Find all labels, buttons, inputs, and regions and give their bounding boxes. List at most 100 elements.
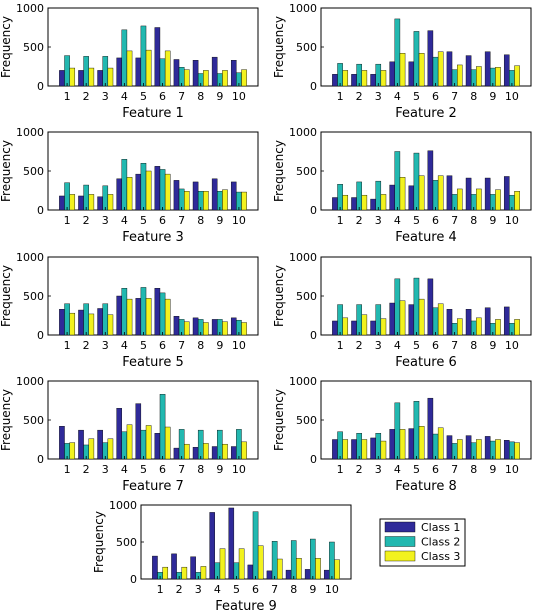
y-axis-label: Frequency	[0, 389, 13, 451]
x-tick-label: 6	[432, 463, 439, 476]
bar-class2-cat4	[394, 151, 401, 211]
bar-class2-cat3	[375, 63, 382, 87]
y-tick-label: 0	[310, 329, 317, 342]
bar-class3-cat1	[342, 439, 349, 460]
bar-class2-cat6	[159, 58, 166, 87]
x-tick-label: 4	[121, 90, 128, 103]
x-axis-label: Feature 4	[395, 230, 457, 245]
bar-class1-cat5	[408, 61, 415, 87]
x-tick-label: 1	[64, 339, 71, 352]
bar-class1-cat9	[211, 178, 218, 211]
x-tick-label: 8	[290, 583, 297, 596]
y-axis-label: Frequency	[272, 265, 286, 327]
x-tick-label: 5	[413, 339, 420, 352]
bar-class2-cat4	[121, 431, 128, 460]
bar-class3-cat1	[342, 70, 349, 87]
bar-class3-cat7	[184, 191, 190, 211]
bar-class3-cat2	[361, 70, 368, 87]
bar-class2-cat7	[271, 541, 278, 580]
bar-class1-cat4	[116, 178, 122, 211]
x-axis-label: Feature 1	[122, 106, 184, 121]
x-tick-label: 3	[375, 214, 382, 227]
bar-class1-cat2	[78, 70, 84, 87]
bar-class3-cat8	[476, 317, 482, 336]
bar-class3-cat5	[145, 170, 152, 211]
bar-class2-cat6	[252, 511, 259, 580]
bar-class2-cat7	[178, 188, 185, 211]
x-tick-label: 5	[140, 90, 147, 103]
bar-class2-cat10	[236, 429, 242, 460]
bar-class2-cat8	[197, 429, 204, 460]
x-tick-label: 10	[232, 214, 246, 227]
bar-class3-cat1	[69, 312, 76, 336]
bar-class1-cat7	[446, 309, 453, 336]
bar-class1-cat9	[304, 569, 311, 580]
bar-class2-cat4	[394, 18, 401, 87]
x-tick-label: 2	[356, 339, 363, 352]
y-tick-label: 0	[37, 204, 44, 217]
bar-class3-cat4	[399, 177, 406, 211]
bar-class2-cat6	[432, 180, 439, 211]
x-tick-label: 9	[216, 90, 223, 103]
bar-class3-cat6	[164, 173, 171, 211]
bar-class2-cat5	[413, 31, 420, 87]
x-tick-label: 1	[337, 339, 344, 352]
x-tick-label: 10	[505, 214, 519, 227]
x-tick-label: 1	[64, 463, 71, 476]
x-tick-label: 7	[178, 214, 185, 227]
x-tick-label: 7	[178, 463, 185, 476]
x-tick-label: 9	[489, 339, 496, 352]
bar-class1-cat3	[370, 320, 376, 336]
bar-class3-cat5	[145, 298, 152, 336]
bar-class1-cat1	[152, 555, 158, 580]
bar-class1-cat8	[192, 317, 199, 336]
x-tick-label: 2	[83, 214, 90, 227]
x-tick-label: 2	[176, 583, 183, 596]
y-tick-label: 0	[310, 80, 317, 93]
y-tick-label: 0	[37, 453, 44, 466]
bar-class3-cat2	[88, 67, 95, 87]
y-tick-label: 0	[37, 80, 44, 93]
bar-class2-cat5	[140, 162, 147, 211]
bar-class3-cat4	[219, 548, 226, 580]
x-tick-label: 10	[325, 583, 339, 596]
bar-class2-cat3	[375, 304, 382, 336]
bar-class3-cat9	[315, 558, 321, 580]
x-axis-label: Feature 2	[395, 106, 457, 121]
y-tick-label: 1000	[289, 2, 317, 15]
x-tick-label: 8	[197, 463, 204, 476]
bar-class3-cat2	[88, 438, 95, 460]
y-tick-label: 500	[23, 165, 44, 178]
bar-class3-cat3	[380, 440, 387, 460]
bar-class2-cat1	[337, 431, 343, 460]
bar-class2-cat4	[121, 159, 128, 211]
x-axis-label: Feature 5	[122, 355, 184, 370]
bar-class1-cat4	[389, 61, 395, 87]
y-tick-label: 1000	[289, 375, 317, 388]
bar-class1-cat2	[351, 197, 357, 211]
x-axis-label: Feature 6	[395, 355, 457, 370]
bar-class3-cat1	[162, 566, 169, 580]
bar-class2-cat5	[413, 152, 420, 211]
bar-class3-cat1	[69, 442, 76, 460]
bar-class1-cat10	[230, 181, 237, 211]
bar-class3-cat10	[514, 442, 520, 460]
bar-class3-cat5	[238, 548, 245, 580]
x-tick-label: 1	[337, 463, 344, 476]
x-tick-label: 6	[159, 463, 166, 476]
bar-class1-cat3	[190, 556, 196, 580]
y-axis-label: Frequency	[272, 140, 286, 202]
bar-class2-cat3	[102, 185, 109, 211]
bar-class1-cat10	[230, 446, 237, 460]
bar-class1-cat9	[484, 177, 491, 211]
bar-class3-cat1	[69, 67, 76, 87]
bar-class2-cat2	[356, 63, 362, 87]
legend-label-class3: Class 3	[421, 550, 460, 563]
bar-class3-cat3	[380, 318, 387, 336]
bar-class1-cat1	[59, 195, 65, 211]
x-tick-label: 5	[140, 339, 147, 352]
bar-class3-cat6	[164, 50, 171, 87]
bar-class3-cat3	[380, 194, 387, 211]
bar-class2-cat3	[102, 56, 109, 87]
